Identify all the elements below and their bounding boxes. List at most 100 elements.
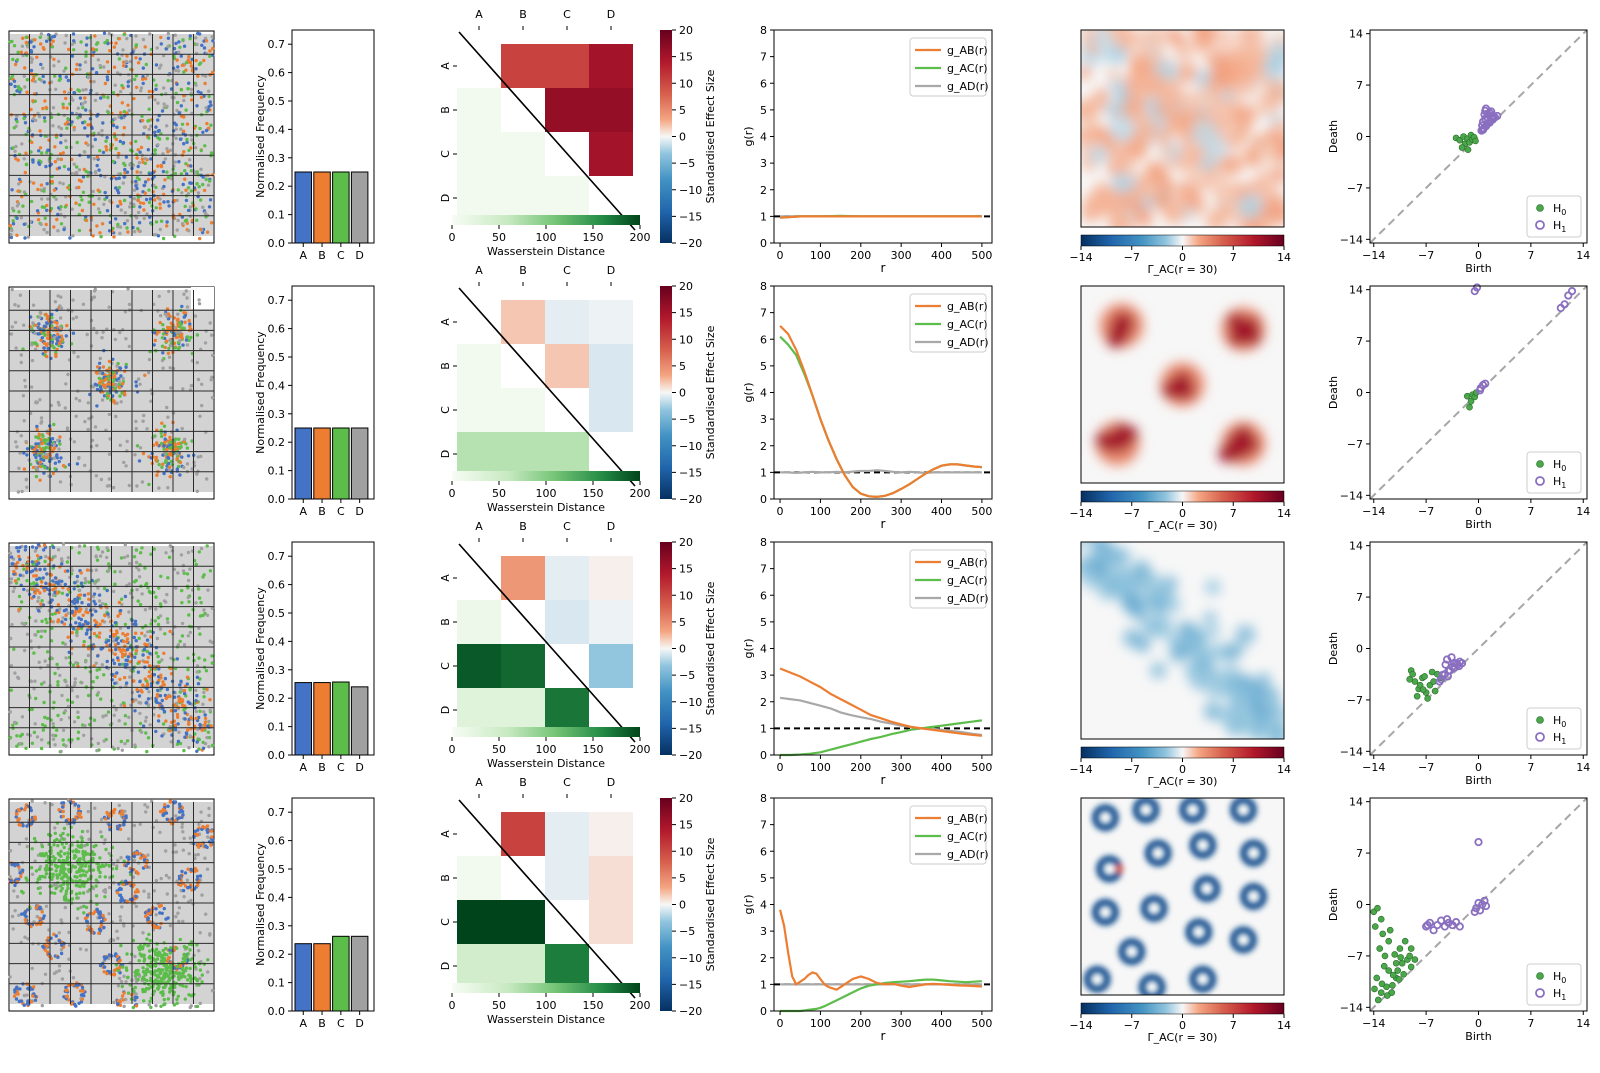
point-A [105,135,109,140]
point-B [210,835,214,839]
point-A [186,454,191,458]
field-patch [1194,37,1208,51]
point-C [208,569,213,573]
point-A [88,117,93,121]
point-A [203,844,208,848]
point-C [43,448,47,452]
point-A [9,235,14,240]
band-patch [1114,563,1131,580]
point-C [76,715,80,720]
point-D [31,117,36,121]
point-D [164,551,168,555]
point-D [107,452,112,456]
point-A [133,655,137,659]
point-D [24,837,29,841]
point-A [134,622,138,627]
point-A [41,916,45,920]
point-D [168,923,173,928]
h0-point [1431,687,1439,695]
x-tick-label: −14 [1362,505,1385,518]
point-C [50,338,55,342]
point-D [122,460,126,465]
pcf-line-AD [779,696,983,737]
point-D [141,37,146,42]
point-A [136,164,140,169]
point-C [198,632,202,636]
point-B [88,122,93,127]
point-A [190,57,194,61]
point-C [124,362,128,367]
point-C [163,632,167,636]
point-B [100,222,105,226]
point-D [93,287,98,292]
field-patch [1106,44,1128,66]
point-A [181,888,186,893]
point-A [133,619,138,623]
point-D [180,822,185,826]
point-C [207,94,211,99]
point-C [15,734,19,738]
point-D [138,446,143,450]
point-D [118,570,123,574]
point-D [132,188,137,192]
point-D [14,346,18,350]
point-C [98,149,102,153]
point-A [94,609,98,613]
point-D [112,1000,116,1005]
point-D [36,599,40,603]
x-axis-label: r [881,773,886,787]
point-D [147,690,151,694]
point-C [161,323,165,327]
point-D [139,170,143,175]
point-B [13,579,18,583]
point-B [187,318,191,323]
point-A [156,719,161,723]
point-A [160,911,164,915]
point-C [76,116,80,120]
point-D [161,366,165,370]
point-A [15,216,19,220]
pcf-panel: 0 100 200 300 400 500012345678rg(r)g_AB(r)g_A… [742,536,993,787]
point-D [174,127,178,131]
point-C [199,61,203,65]
green-tick-label: 50 [492,487,506,500]
point-B [166,351,171,356]
effect-cell-AC [545,300,589,344]
point-C [44,441,48,446]
point-A [183,735,187,739]
point-A [57,166,62,170]
point-B [18,823,23,827]
point-D [185,296,189,300]
point-A [208,100,212,104]
point-D [182,643,187,647]
point-C [184,108,188,112]
point-D [125,439,129,444]
wasserstein-cell-BC [501,644,545,688]
point-D [119,979,124,984]
point-C [8,736,13,740]
point-D [189,1004,193,1008]
point-D [174,586,178,590]
wasserstein-cell-BD [501,688,545,732]
point-B [134,851,139,856]
field-patch [1202,136,1228,162]
point-A [75,462,80,466]
point-D [137,161,142,165]
point-D [56,400,60,405]
point-A [162,906,166,911]
point-B [161,683,165,687]
point-B [119,649,123,653]
point-D [31,321,35,325]
point-B [117,151,121,156]
point-B [92,202,96,206]
effect-colorbar [660,286,672,499]
y-tick-label: 0.6 [268,579,286,592]
point-D [196,377,201,382]
point-A [124,681,129,685]
point-D [149,399,153,403]
point-D [181,569,186,573]
point-A [162,200,166,204]
point-C [117,382,122,386]
point-C [60,591,65,595]
point-D [21,394,26,398]
